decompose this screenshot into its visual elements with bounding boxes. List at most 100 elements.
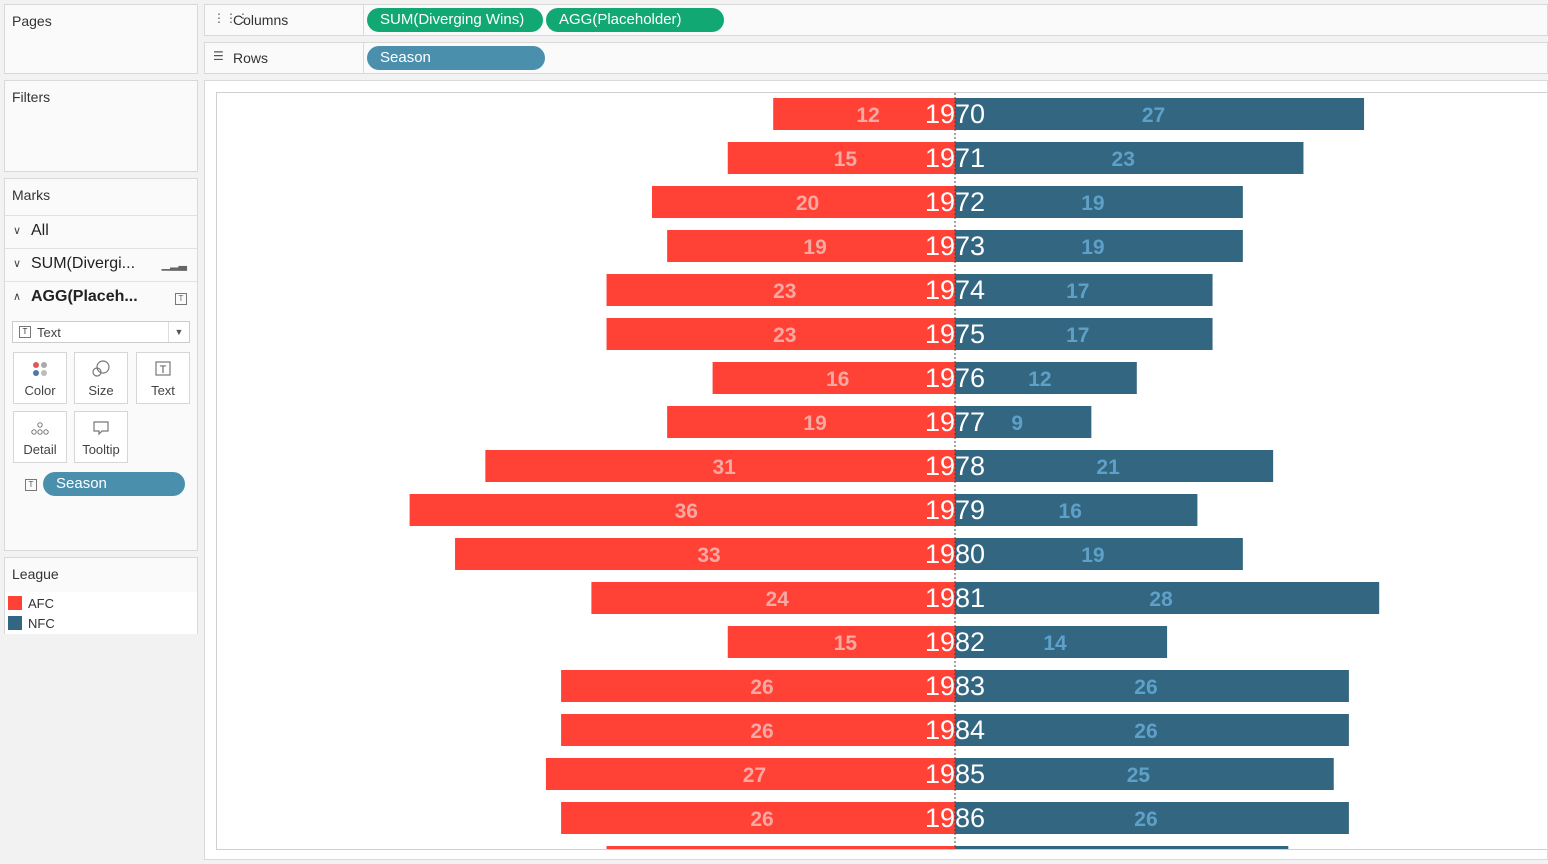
text-mark-icon: T [19,326,31,338]
detail-button[interactable]: Detail [13,411,67,463]
marks-row-sum-diverging[interactable]: ∨ SUM(Divergi... ▁▂▃ [5,248,197,280]
nfc-bar-1986[interactable] [955,802,1349,834]
legend-label: AFC [28,596,54,611]
afc-value-label: 23 [773,324,796,347]
rows-shelf-label: ☰ Rows [205,43,364,73]
nfc-bar-1974[interactable] [955,274,1213,306]
text-mark-icon: T [25,479,37,491]
afc-value-label: 23 [773,280,796,303]
afc-bar-1986[interactable] [561,802,955,834]
columns-shelf-label: ⋮⋮⋮ Columns [205,5,364,35]
afc-value-label: 24 [766,588,790,611]
detail-label: Detail [23,442,57,457]
sum-diverging-wins-pill[interactable]: SUM(Diverging Wins) [367,8,543,32]
nfc-bar-1970[interactable] [955,98,1365,130]
size-button[interactable]: Size [74,352,128,404]
afc-swatch [8,596,22,610]
afc-bar-1982[interactable] [727,626,955,658]
filters-card[interactable]: Filters [4,80,198,172]
afc-bar-1979[interactable] [409,494,956,526]
afc-value-label: 16 [826,368,849,391]
afc-bar-1972[interactable] [652,186,955,218]
afc-value-label: 26 [750,720,773,743]
agg-placeholder-pill[interactable]: AGG(Placeholder) [546,8,724,32]
afc-bar-1971[interactable] [727,142,955,174]
nfc-bar-1987[interactable] [955,846,1289,850]
nfc-value-label: 26 [1134,676,1157,699]
chevron-down-icon: ∨ [13,225,22,237]
text-button[interactable]: T Text [136,352,190,404]
text-mark-icon: T [175,293,187,305]
nfc-value-label: 27 [1142,104,1165,127]
chevron-up-icon: ∧ [13,291,22,303]
nfc-bar-1976[interactable] [955,362,1137,394]
marks-title: Marks [12,187,51,203]
legend-items: AFC NFC [5,592,197,634]
afc-value-label: 36 [675,500,698,523]
nfc-bar-1981[interactable] [955,582,1380,614]
afc-bar-1974[interactable] [606,274,955,306]
afc-bar-1977[interactable] [667,406,955,438]
color-button[interactable]: Color [13,352,67,404]
nfc-bar-1980[interactable] [955,538,1243,570]
afc-bar-1973[interactable] [667,230,955,262]
text-box-icon: T [137,359,189,379]
text-label: Text [151,383,175,398]
nfc-bar-1979[interactable] [955,494,1198,526]
afc-value-label: 15 [834,148,858,171]
size-circles-icon [75,359,127,379]
nfc-bar-1978[interactable] [955,450,1274,482]
marks-row-agg-placeholder[interactable]: ∧ AGG(Placeh... T [5,281,197,313]
nfc-bar-1975[interactable] [955,318,1213,350]
nfc-swatch [8,616,22,630]
tooltip-button[interactable]: Tooltip [74,411,128,463]
afc-bar-1970[interactable] [773,98,955,130]
afc-value-label: 19 [803,236,826,259]
afc-bar-1983[interactable] [561,670,955,702]
nfc-bar-1982[interactable] [955,626,1168,658]
rows-icon: ☰ [213,49,224,63]
columns-shelf[interactable]: ⋮⋮⋮ Columns SUM(Diverging Wins) AGG(Plac… [204,4,1548,36]
afc-value-label: 12 [856,104,879,127]
legend-title: League [12,566,59,582]
nfc-bar-1984[interactable] [955,714,1349,746]
mark-type-value: Text [37,325,61,340]
afc-bar-1976[interactable] [712,362,955,394]
nfc-bar-1972[interactable] [955,186,1243,218]
afc-bar-1980[interactable] [455,538,955,570]
afc-bar-1975[interactable] [606,318,955,350]
rows-shelf[interactable]: ☰ Rows Season [204,42,1548,74]
nfc-value-label: 23 [1112,148,1135,171]
afc-bar-1987[interactable] [606,846,955,850]
season-text-pill[interactable]: Season [43,472,185,496]
afc-bar-1978[interactable] [485,450,955,482]
nfc-value-label: 9 [1011,412,1023,435]
nfc-bar-1977[interactable] [955,406,1092,438]
color-dots-icon [14,359,66,379]
nfc-bar-1973[interactable] [955,230,1243,262]
chart-view: 12 27 1970 15 23 1971 20 19 1972 19 19 1973 23 17 1974… [204,80,1548,860]
filters-title: Filters [12,89,51,105]
nfc-bar-1983[interactable] [955,670,1349,702]
tooltip-speech-icon [75,418,127,438]
afc-value-label: 20 [796,192,819,215]
pages-card: Pages [4,4,198,74]
nfc-value-label: 25 [1127,764,1151,787]
marks-card: Marks ∨ All ∨ SUM(Divergi... ▁▂▃ ∧ AGG(P… [4,178,198,551]
bar-chart-icon: ▁▂▃ [161,259,187,271]
afc-bar-1985[interactable] [545,758,955,790]
nfc-value-label: 19 [1081,544,1104,567]
afc-bar-1981[interactable] [591,582,955,614]
nfc-bar-1971[interactable] [955,142,1304,174]
mark-type-dropdown[interactable]: T Text ▼ [12,321,190,343]
season-rows-pill[interactable]: Season [367,46,545,70]
marks-row-label: SUM(Divergi... [31,255,136,272]
afc-bar-1984[interactable] [561,714,955,746]
chevron-down-icon: ∨ [13,258,22,270]
nfc-value-label: 12 [1028,368,1051,391]
marks-row-all[interactable]: ∨ All [5,215,197,247]
legend-item-afc[interactable]: AFC [8,596,54,611]
nfc-bar-1985[interactable] [955,758,1334,790]
legend-item-nfc[interactable]: NFC [8,616,55,631]
nfc-value-label: 16 [1059,500,1082,523]
